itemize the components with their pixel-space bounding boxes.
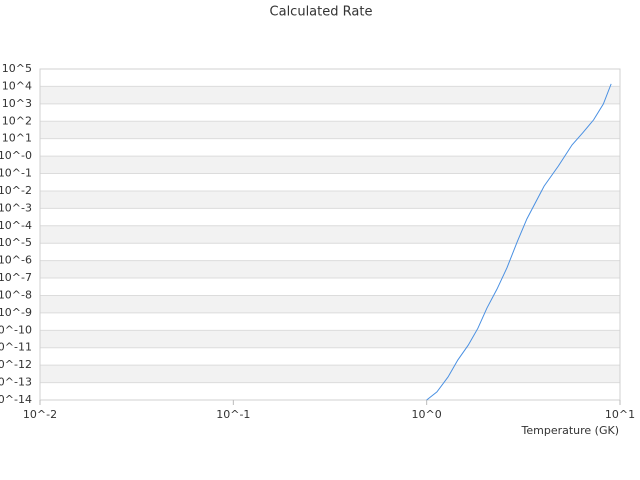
y-tick-label: 10^-6 <box>0 254 32 267</box>
y-tick-label: 10^-13 <box>0 376 32 389</box>
grid-band <box>40 190 620 209</box>
plot-frame <box>39 68 621 401</box>
y-tick-label: 10^3 <box>2 97 32 110</box>
grid-band <box>40 121 620 139</box>
y-tick-label: 10^-5 <box>0 236 32 249</box>
y-tick-label: 10^-4 <box>0 219 32 232</box>
x-tick-label: 10^-2 <box>23 408 57 421</box>
grid-band <box>40 295 620 313</box>
y-tick-label: 10^1 <box>2 132 32 145</box>
grid-band <box>40 156 620 174</box>
y-tick-label: 10^-14 <box>0 393 32 406</box>
series-line <box>426 83 612 401</box>
y-tick-label: 10^-9 <box>0 306 32 319</box>
y-tick-label: 10^-0 <box>0 149 32 162</box>
grid-band <box>40 365 620 383</box>
y-tick-label: 10^5 <box>2 62 32 75</box>
y-tick-label: 10^-8 <box>0 288 32 301</box>
grid-band <box>40 86 620 104</box>
y-tick-label: 10^-7 <box>0 271 32 284</box>
y-tick-label: 10^-10 <box>0 323 32 336</box>
y-tick-label: 10^-11 <box>0 341 32 354</box>
y-tick-label: 10^-12 <box>0 358 32 371</box>
y-tick-label: 10^2 <box>2 114 32 127</box>
y-tick-label: 10^-3 <box>0 201 32 214</box>
y-tick-label: 10^-1 <box>0 167 32 180</box>
grid-band <box>40 260 620 279</box>
grid-band <box>40 225 620 244</box>
y-tick-label: 10^4 <box>2 79 32 92</box>
x-tick-label: 10^1 <box>605 408 635 421</box>
x-tick-label: 10^0 <box>412 408 442 421</box>
y-tick-label: 10^-2 <box>0 184 32 197</box>
x-tick-label: 10^-1 <box>216 408 250 421</box>
grid-band <box>40 330 620 348</box>
chart-title: Calculated Rate <box>270 5 373 20</box>
x-axis-label: Temperature (GK) <box>521 424 620 437</box>
